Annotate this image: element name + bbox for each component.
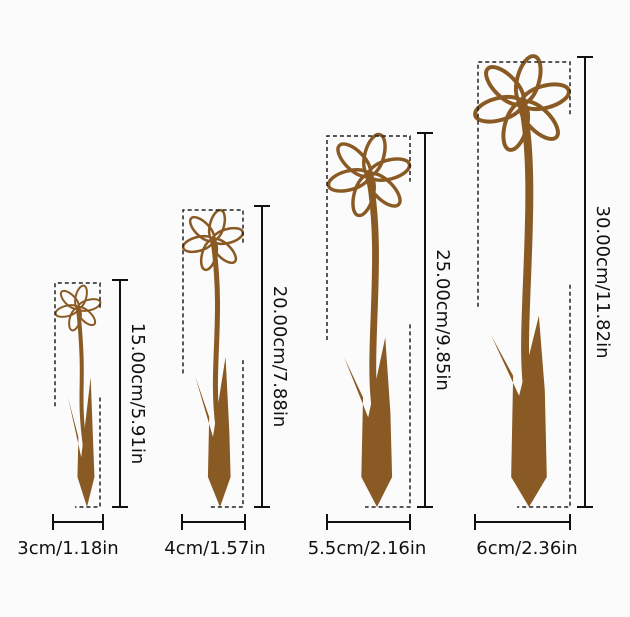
height-label: 15.00cm/5.91in bbox=[127, 323, 148, 465]
stem bbox=[210, 239, 221, 428]
leaves-spike bbox=[67, 377, 95, 507]
leaves-spike bbox=[344, 337, 393, 507]
leaves-spike bbox=[195, 356, 231, 507]
stem bbox=[518, 102, 534, 387]
flower-stake bbox=[473, 54, 571, 507]
width-label: 3cm/1.18in bbox=[17, 538, 118, 559]
flower-center bbox=[75, 305, 81, 311]
dashed-guide bbox=[182, 209, 244, 374]
flower-stake bbox=[54, 284, 102, 507]
flower-center bbox=[209, 236, 217, 244]
height-label: 20.00cm/7.88in bbox=[269, 286, 290, 428]
width-label: 6cm/2.36in bbox=[476, 538, 577, 559]
height-label: 25.00cm/9.85in bbox=[432, 249, 453, 391]
dashed-guide bbox=[365, 324, 411, 508]
dashed-guide bbox=[75, 397, 101, 508]
stem bbox=[76, 307, 87, 448]
leaves-spike bbox=[491, 315, 547, 507]
flower-stake bbox=[181, 208, 245, 507]
dashed-guide bbox=[326, 135, 411, 341]
flower-center bbox=[364, 170, 374, 180]
flower-stake bbox=[326, 132, 412, 507]
flower-center bbox=[516, 97, 528, 109]
stem bbox=[365, 174, 379, 408]
width-label: 4cm/1.57in bbox=[164, 538, 265, 559]
dashed-guide bbox=[208, 360, 244, 508]
width-label: 5.5cm/2.16in bbox=[308, 538, 427, 559]
height-label: 30.00cm/11.82in bbox=[592, 206, 613, 359]
dashed-guide bbox=[477, 61, 571, 307]
